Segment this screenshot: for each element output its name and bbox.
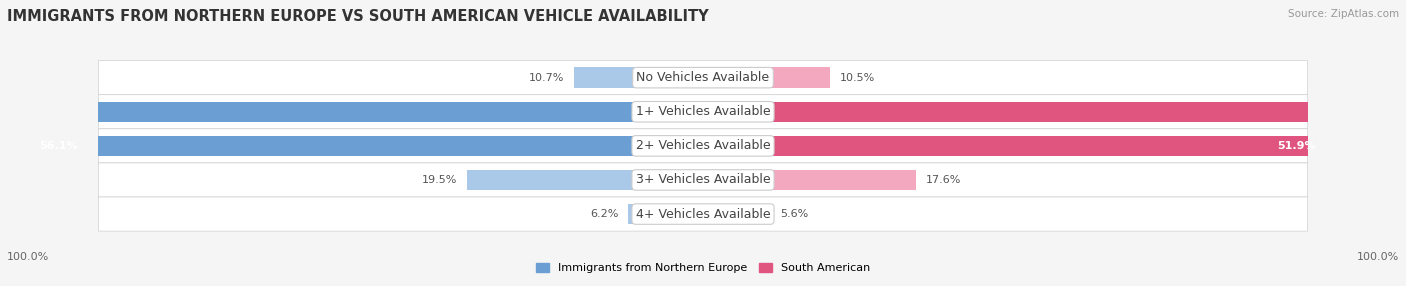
FancyBboxPatch shape — [98, 163, 1308, 197]
Bar — [467, 170, 703, 190]
Bar — [703, 102, 1406, 122]
Bar — [703, 67, 830, 88]
Bar — [25, 136, 703, 156]
FancyBboxPatch shape — [98, 197, 1308, 231]
Text: 10.7%: 10.7% — [529, 73, 564, 83]
FancyBboxPatch shape — [98, 129, 1308, 163]
Bar — [628, 204, 703, 224]
Bar — [0, 102, 703, 122]
Text: 5.6%: 5.6% — [780, 209, 808, 219]
Text: 51.9%: 51.9% — [1278, 141, 1316, 151]
Text: 19.5%: 19.5% — [422, 175, 457, 185]
Bar — [574, 67, 703, 88]
Text: 3+ Vehicles Available: 3+ Vehicles Available — [636, 174, 770, 186]
Text: 2+ Vehicles Available: 2+ Vehicles Available — [636, 139, 770, 152]
Text: 1+ Vehicles Available: 1+ Vehicles Available — [636, 105, 770, 118]
FancyBboxPatch shape — [98, 95, 1308, 129]
Bar — [703, 170, 915, 190]
Text: 6.2%: 6.2% — [591, 209, 619, 219]
Text: No Vehicles Available: No Vehicles Available — [637, 71, 769, 84]
Bar — [703, 136, 1330, 156]
Text: 56.1%: 56.1% — [39, 141, 77, 151]
Bar — [703, 204, 770, 224]
FancyBboxPatch shape — [98, 61, 1308, 95]
Text: 10.5%: 10.5% — [839, 73, 875, 83]
Legend: Immigrants from Northern Europe, South American: Immigrants from Northern Europe, South A… — [531, 259, 875, 278]
Text: 4+ Vehicles Available: 4+ Vehicles Available — [636, 208, 770, 221]
Text: IMMIGRANTS FROM NORTHERN EUROPE VS SOUTH AMERICAN VEHICLE AVAILABILITY: IMMIGRANTS FROM NORTHERN EUROPE VS SOUTH… — [7, 9, 709, 23]
Text: Source: ZipAtlas.com: Source: ZipAtlas.com — [1288, 9, 1399, 19]
Text: 100.0%: 100.0% — [7, 253, 49, 262]
Text: 17.6%: 17.6% — [925, 175, 960, 185]
Text: 100.0%: 100.0% — [1357, 253, 1399, 262]
